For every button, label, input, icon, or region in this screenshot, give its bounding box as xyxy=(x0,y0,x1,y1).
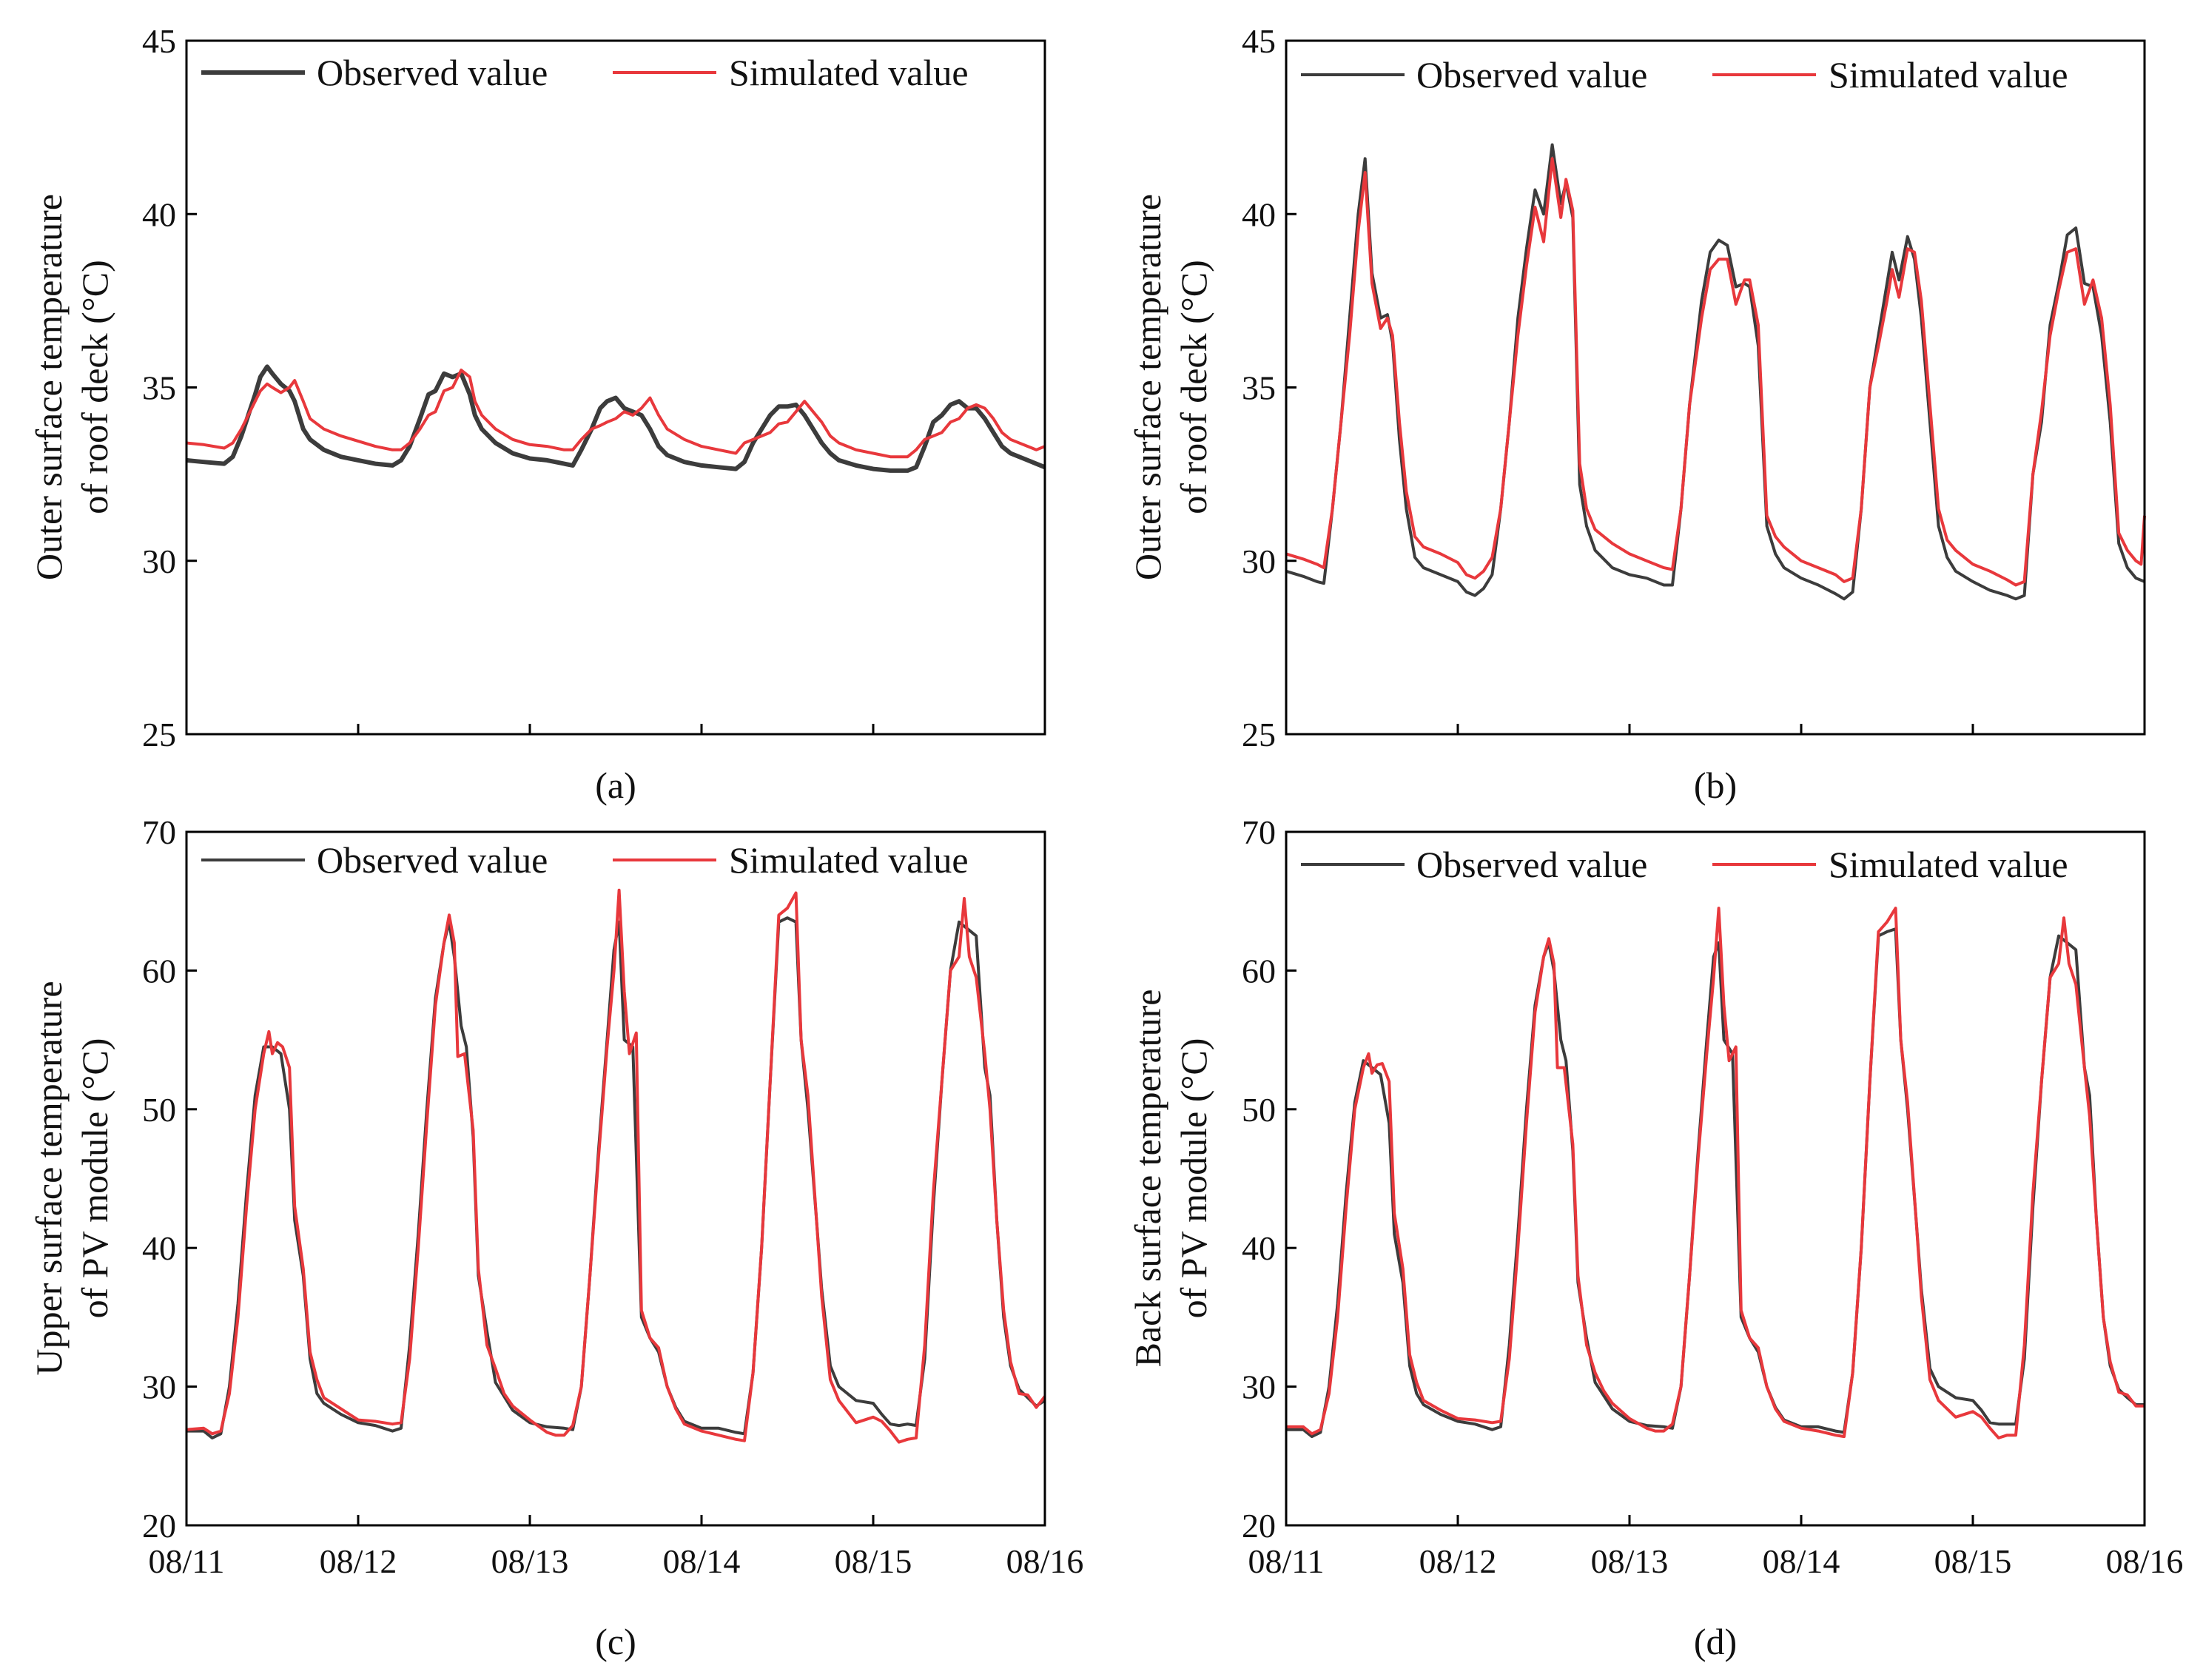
panel-d-y-tick-label: 70 xyxy=(1242,813,1276,851)
panel-a-y-tick-label: 30 xyxy=(142,542,176,580)
panel-b-y-axis-title-line1: Outer surface temperature xyxy=(1127,194,1168,580)
panel-d-y-tick-label: 30 xyxy=(1242,1368,1276,1406)
panel-c-y-tick-label: 60 xyxy=(142,952,176,989)
panel-c-y-tick-label: 20 xyxy=(142,1507,176,1545)
panel-c-legend-simulated-label: Simulated value xyxy=(729,839,969,881)
panel-a-label: (a) xyxy=(595,765,636,806)
panel-b: 25 30 35 40 45 Outer surface temperature of … xyxy=(1127,22,2146,806)
panel-c-x-tick-label: 08/16 xyxy=(1006,1542,1084,1580)
panel-a-y-tick-labels: 25 30 35 40 45 xyxy=(142,22,176,753)
panel-d-x-tick-label: 08/16 xyxy=(2106,1542,2184,1580)
panel-d-label: (d) xyxy=(1694,1621,1737,1662)
panel-a-legend: Observed value Simulated value xyxy=(201,52,969,93)
panel-d-x-tick-label: 08/15 xyxy=(1934,1542,2012,1580)
panel-c-series xyxy=(186,888,1046,1444)
panel-d-legend: Observed value Simulated value xyxy=(1301,844,2068,885)
panel-c-y-tick-label: 40 xyxy=(142,1229,176,1267)
panel-c-legend-observed-label: Observed value xyxy=(317,839,548,881)
panel-b-legend-observed-label: Observed value xyxy=(1416,54,1647,95)
panel-d-y-tick-labels: 20 30 40 50 60 70 xyxy=(1242,813,1276,1545)
panel-b-y-tick-label: 40 xyxy=(1242,195,1276,233)
panel-c-y-tick-label: 70 xyxy=(142,813,176,851)
panel-c-x-tick-label: 08/15 xyxy=(835,1542,912,1580)
panel-a-observed-line xyxy=(186,364,1046,473)
panel-d-y-tick-label: 50 xyxy=(1242,1091,1276,1129)
panel-c-y-tick-label: 50 xyxy=(142,1091,176,1129)
panel-b-y-tick-labels: 25 30 35 40 45 xyxy=(1242,22,1276,753)
panel-b-ticks xyxy=(1285,39,2146,736)
panel-b-y-tick-label: 45 xyxy=(1242,22,1276,60)
panel-a-ticks xyxy=(185,39,1046,736)
panel-d-y-axis-title-line1: Back surface temperature xyxy=(1127,989,1168,1368)
panel-d-x-tick-labels: 08/11 08/12 08/13 08/14 08/15 08/16 xyxy=(1248,1542,2183,1580)
panel-a-plot-frame xyxy=(185,39,1046,736)
panel-d-y-tick-label: 20 xyxy=(1242,1507,1276,1545)
panel-a-simulated-line xyxy=(186,369,1046,459)
panel-c-y-tick-label: 30 xyxy=(142,1368,176,1406)
panel-d-simulated-line xyxy=(1286,907,2145,1439)
panel-a-legend-observed-label: Observed value xyxy=(317,52,548,93)
panel-d-x-tick-label: 08/14 xyxy=(1763,1542,1840,1580)
panel-c-label: (c) xyxy=(595,1621,636,1662)
panel-c-y-tick-labels: 20 30 40 50 60 70 xyxy=(142,813,176,1545)
panel-c-x-tick-label: 08/13 xyxy=(491,1542,569,1580)
panel-d-observed-line xyxy=(1286,927,2145,1439)
panel-c-y-axis-title-line1: Upper surface temperature xyxy=(28,981,70,1375)
panel-c-legend: Observed value Simulated value xyxy=(201,839,969,881)
panel-c-x-tick-label: 08/14 xyxy=(663,1542,741,1580)
panel-b-simulated-line xyxy=(1285,157,2146,587)
panel-c-x-tick-label: 08/12 xyxy=(320,1542,397,1580)
panel-c-plot-frame xyxy=(185,830,1046,1527)
panel-d-x-tick-label: 08/11 xyxy=(1248,1542,1324,1580)
panel-b-y-tick-label: 25 xyxy=(1242,716,1276,753)
panel-d-y-tick-label: 60 xyxy=(1242,952,1276,989)
panel-a-y-tick-label: 45 xyxy=(142,22,176,60)
panel-b-observed-line xyxy=(1285,143,2145,601)
panel-a-y-axis-title-line2: of roof deck (°C) xyxy=(74,260,115,514)
panel-b-y-axis-title-line2: of roof deck (°C) xyxy=(1173,260,1214,514)
panel-a-y-tick-label: 35 xyxy=(142,369,176,407)
panel-d-plot-frame xyxy=(1285,830,2146,1527)
panel-c-observed-line xyxy=(186,916,1046,1439)
panel-b-legend: Observed value Simulated value xyxy=(1301,54,2068,95)
panel-b-legend-simulated-label: Simulated value xyxy=(1829,54,2068,95)
panel-a: 25 30 35 40 45 Outer surface temperature of … xyxy=(28,22,1046,806)
panel-c-y-axis-title-line2: of PV module (°C) xyxy=(74,1038,115,1319)
panel-a-y-axis-title-line1: Outer surface temperature xyxy=(28,194,70,580)
panel-a-series xyxy=(186,364,1046,473)
panel-a-y-tick-label: 25 xyxy=(142,716,176,753)
panel-d-x-tick-label: 08/12 xyxy=(1419,1542,1497,1580)
panel-d-legend-observed-label: Observed value xyxy=(1416,844,1647,885)
panel-d-y-tick-label: 40 xyxy=(1242,1229,1276,1267)
panel-d-legend-simulated-label: Simulated value xyxy=(1829,844,2068,885)
panel-b-y-tick-label: 30 xyxy=(1242,542,1276,580)
panel-d-x-tick-label: 08/13 xyxy=(1591,1542,1669,1580)
panel-d-series xyxy=(1286,907,2145,1439)
panel-d-y-axis-title-line2: of PV module (°C) xyxy=(1173,1038,1214,1319)
panel-c-simulated-line xyxy=(186,888,1046,1444)
panel-a-y-tick-label: 40 xyxy=(142,195,176,233)
panel-b-series xyxy=(1285,143,2146,601)
panel-c-x-tick-label: 08/11 xyxy=(148,1542,224,1580)
panel-c-x-tick-labels: 08/11 08/12 08/13 08/14 08/15 08/16 xyxy=(148,1542,1083,1580)
panel-b-label: (b) xyxy=(1694,765,1737,806)
panel-b-plot-frame xyxy=(1285,39,2146,736)
panel-a-legend-simulated-label: Simulated value xyxy=(729,52,969,93)
panel-b-y-tick-label: 35 xyxy=(1242,369,1276,407)
